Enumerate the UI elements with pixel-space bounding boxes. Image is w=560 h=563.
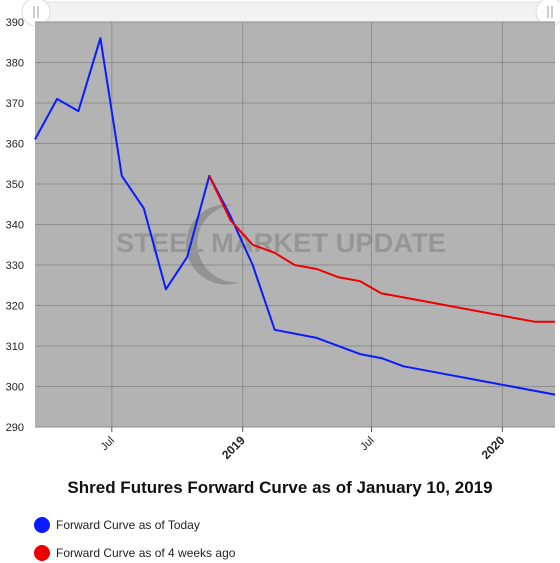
chart-title: Shred Futures Forward Curve as of Januar… bbox=[67, 478, 493, 497]
y-tick-label: 390 bbox=[6, 17, 24, 29]
y-gridlines bbox=[35, 21, 555, 428]
y-tick-label: 350 bbox=[6, 179, 24, 191]
navigator-track[interactable] bbox=[34, 1, 551, 23]
y-tick-label: 370 bbox=[6, 98, 24, 110]
y-tick-label: 340 bbox=[6, 220, 24, 232]
legend-label: Forward Curve as of 4 weeks ago bbox=[56, 546, 236, 560]
x-tick-label: Jul bbox=[358, 435, 376, 453]
y-tick-label: 360 bbox=[6, 139, 24, 151]
x-tick-label: Jul bbox=[99, 435, 117, 453]
x-gridlines bbox=[111, 22, 503, 427]
legend-marker-icon bbox=[34, 545, 50, 561]
x-tick-label: 2020 bbox=[479, 433, 508, 462]
y-tick-label: 300 bbox=[6, 382, 24, 394]
x-tick-label: 2019 bbox=[219, 433, 248, 462]
series-layer bbox=[34, 37, 556, 396]
series-line-1[interactable] bbox=[208, 175, 555, 323]
legend-item-4-weeks-ago[interactable]: Forward Curve as of 4 weeks ago bbox=[34, 544, 235, 562]
legend-label: Forward Curve as of Today bbox=[56, 518, 200, 532]
watermark-logo: STEEL MARKET UPDATE bbox=[116, 204, 446, 285]
chart-svg: STEEL MARKET UPDATE 290 300 310 320 330 340 35… bbox=[6, 0, 560, 462]
y-tick-label: 290 bbox=[6, 422, 24, 434]
x-axis-ticks: Jul 2019 Jul 2020 bbox=[99, 427, 508, 462]
watermark-swoosh-icon bbox=[185, 204, 240, 285]
y-tick-label: 310 bbox=[6, 341, 24, 353]
navigator-bar[interactable] bbox=[21, 0, 560, 27]
watermark-text: STEEL MARKET UPDATE bbox=[116, 228, 446, 258]
y-tick-label: 330 bbox=[6, 260, 24, 272]
legend-item-today[interactable]: Forward Curve as of Today bbox=[34, 516, 200, 534]
y-axis-ticks: 290 300 310 320 330 340 350 360 370 380 390 bbox=[6, 17, 24, 434]
y-tick-label: 380 bbox=[6, 58, 24, 70]
legend-marker-icon bbox=[34, 517, 50, 533]
y-tick-label: 320 bbox=[6, 301, 24, 313]
